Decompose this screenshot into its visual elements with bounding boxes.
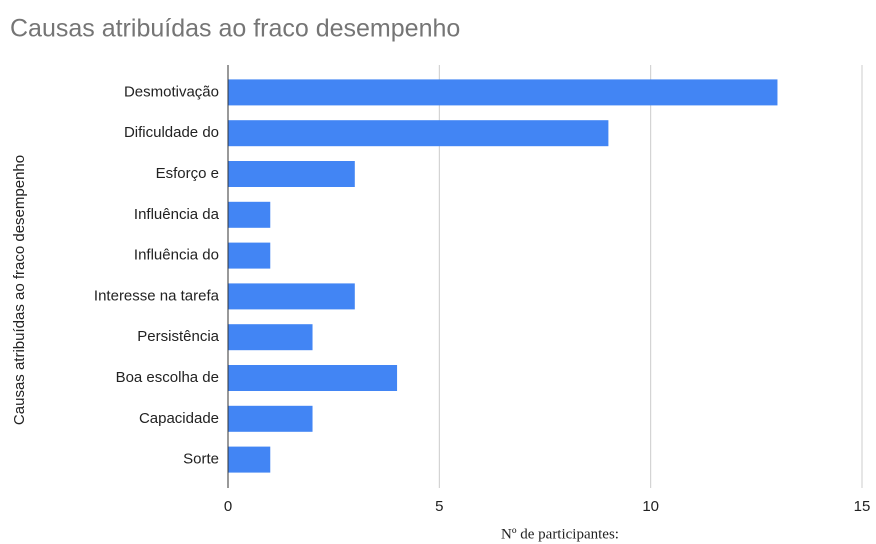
y-tick-label: Influência do	[134, 247, 219, 264]
x-axis-label: Nº de participantes:	[501, 526, 619, 542]
bar	[228, 365, 398, 391]
bar	[228, 161, 355, 187]
x-tick-label: 0	[224, 498, 232, 515]
bar	[228, 283, 355, 310]
bar	[228, 242, 271, 269]
bar	[228, 446, 271, 473]
x-tick-label: 15	[854, 498, 871, 515]
x-tick-label: 5	[435, 498, 443, 515]
y-tick-label: Boa escolha de	[116, 369, 219, 386]
y-tick-label: Desmotivação	[124, 83, 219, 100]
y-axis-label: Causas atribuídas ao fraco desempenho	[11, 155, 28, 425]
bar	[228, 201, 271, 228]
y-tick-label: Dificuldade do	[124, 124, 219, 141]
bar	[228, 120, 609, 147]
bar	[228, 405, 313, 432]
y-tick-label: Sorte	[183, 451, 219, 468]
y-tick-label: Influência da	[134, 206, 220, 223]
chart-title: Causas atribuídas ao fraco desempenho	[10, 15, 460, 43]
bar	[228, 79, 778, 106]
y-tick-label: Esforço e	[156, 165, 219, 182]
y-tick-label: Persistência	[137, 328, 219, 345]
y-tick-label: Capacidade	[139, 410, 219, 427]
x-tick-label: 10	[642, 498, 659, 515]
bar	[228, 324, 313, 351]
y-tick-label: Interesse na tarefa	[94, 287, 220, 304]
